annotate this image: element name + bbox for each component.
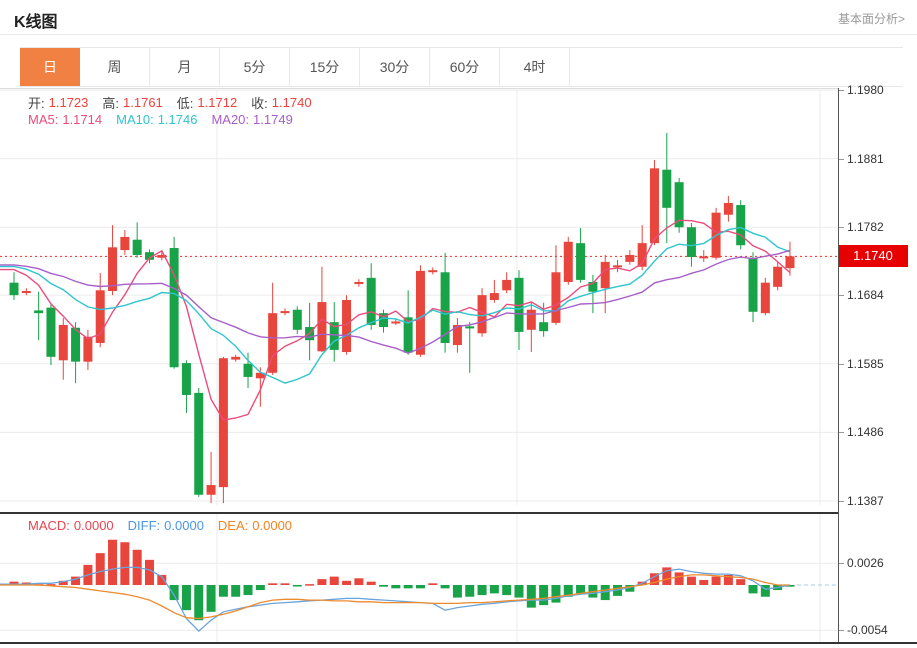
tab-60min[interactable]: 60分 [430, 48, 500, 86]
axis-tick-label: 1.1980 [847, 83, 884, 97]
tab-5min[interactable]: 5分 [220, 48, 290, 86]
tab-30min[interactable]: 30分 [360, 48, 430, 86]
axis-tick-label: 1.1782 [847, 220, 884, 235]
ma20-line [0, 249, 791, 354]
macd-value: 0.0000 [73, 518, 114, 533]
main-chart-canvas[interactable] [0, 88, 838, 505]
tab-4hour[interactable]: 4时 [500, 48, 570, 86]
macd-legend: MACD: 0.0000 DIFF: 0.0000 DEA: 0.0000 [28, 518, 296, 533]
candles-group [9, 132, 795, 504]
bottom-border [0, 642, 917, 644]
axis-tick-label: -0.0054 [847, 623, 888, 638]
price-marker-badge: 1.1740 [838, 245, 908, 267]
ma10-value: 1.1746 [157, 112, 198, 127]
axis-tick-label: 1.1881 [847, 151, 884, 166]
macd-label: MACD: [28, 518, 70, 533]
tab-week[interactable]: 周 [80, 48, 150, 86]
high-value: 1.1761 [123, 95, 163, 110]
ma5-value: 1.1714 [62, 112, 103, 127]
chart-right-border [838, 88, 839, 643]
panel-divider [0, 512, 838, 514]
dea-line [0, 574, 790, 620]
tab-day[interactable]: 日 [20, 48, 80, 86]
low-label: 低: [176, 96, 194, 111]
dea-value: 0.0000 [252, 518, 293, 533]
tab-15min[interactable]: 15分 [290, 48, 360, 86]
open-label: 开: [28, 96, 45, 111]
page-title: K线图 [14, 14, 58, 31]
main-chart-border-top [0, 88, 838, 89]
dea-label: DEA: [217, 518, 249, 533]
axis-tick-label: 0.0026 [847, 556, 884, 571]
close-label: 收: [251, 96, 268, 111]
ma5-line [0, 219, 791, 421]
diff-line [0, 566, 791, 632]
macd-histogram [9, 539, 795, 621]
main-grid [0, 88, 838, 505]
ma5-label: MA5: [28, 112, 59, 127]
axis-tick-label: 1.1486 [847, 425, 884, 440]
fundamental-analysis-link[interactable]: 基本面分析> [837, 12, 905, 26]
open-value: 1.1723 [48, 95, 89, 110]
ohlc-legend: 开: 1.1723 高: 1.1761 低: 1.1712 收: 1.1740 [28, 93, 316, 112]
close-value: 1.1740 [271, 95, 312, 110]
high-label: 高: [102, 96, 120, 111]
ma10-label: MA10: [116, 112, 154, 127]
ma-legend: MA5: 1.1714 MA10: 1.1746 MA20: 1.1749 [28, 112, 297, 127]
ma10-line [0, 226, 791, 384]
diff-label: DIFF: [127, 518, 161, 533]
tab-bar: 日周月 5分 15分 30分 60分 4时 [20, 47, 903, 87]
macd-y-axis: 0.0026 -0.0054 [838, 514, 917, 643]
macd-panel-canvas[interactable] [0, 514, 838, 643]
header-divider [0, 34, 917, 35]
main-y-axis: 1.1980 1.1881 1.1782 1.1684 1.1585 1.1486 1.13… [838, 83, 917, 508]
axis-tick-label: 1.1585 [847, 356, 884, 371]
ma20-label: MA20: [211, 112, 250, 127]
axis-tick-label: 1.1684 [847, 288, 884, 303]
diff-value: 0.0000 [164, 518, 204, 533]
low-value: 1.1712 [197, 95, 238, 110]
ma20-value: 1.1749 [253, 112, 293, 127]
tab-month[interactable]: 月 [150, 48, 220, 86]
axis-tick-label: 1.1387 [847, 494, 884, 508]
